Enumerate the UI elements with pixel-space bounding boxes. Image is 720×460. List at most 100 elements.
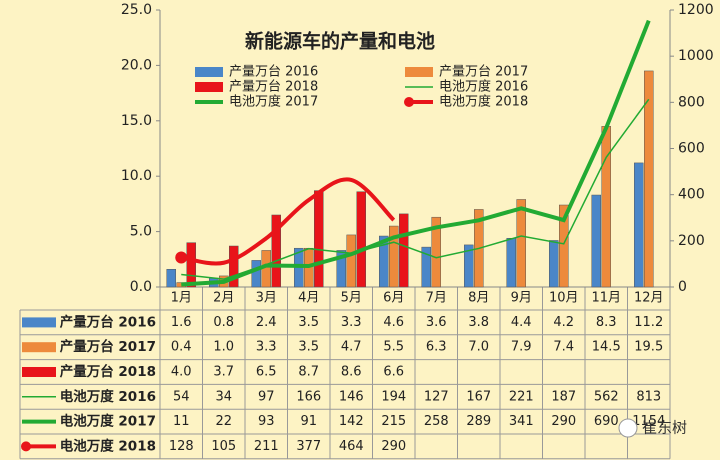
table-cell: 6.5 (256, 365, 277, 380)
y2-tick-label: 1000 (678, 48, 714, 64)
y-tick-label: 25.0 (121, 2, 152, 18)
legend-swatch (22, 317, 56, 328)
bar (356, 191, 366, 288)
y-tick-label: 0.0 (130, 279, 152, 295)
bar (346, 234, 356, 288)
table-cell: 562 (594, 389, 619, 404)
table-cell: 127 (424, 389, 449, 404)
bar (644, 70, 654, 288)
table-cell: 8.7 (298, 365, 319, 380)
y2-tick-label: 800 (678, 94, 705, 110)
table-cell: 14.5 (592, 340, 621, 355)
table-cell: 34 (215, 389, 232, 404)
table-cell: 3.5 (298, 340, 319, 355)
table-cell: 166 (296, 389, 321, 404)
y2-tick-label: 600 (678, 141, 705, 157)
x-tick-label: 3月 (256, 291, 277, 306)
watermark: 崔东树 (642, 419, 687, 437)
table-cell: 22 (215, 414, 232, 429)
legend-label: 电池万度 2017 (229, 94, 318, 110)
table-cell: 3.3 (341, 315, 362, 330)
bar (389, 225, 399, 288)
table-cell: 167 (466, 389, 491, 404)
row-header: 电池万度 2018 (60, 437, 156, 454)
legend-label: 电池万度 2016 (439, 79, 528, 95)
row-header: 产量万台 2018 (60, 363, 156, 380)
table-cell: 8.6 (341, 365, 362, 380)
y-tick-label: 5.0 (130, 224, 152, 240)
table-cell: 194 (381, 389, 406, 404)
x-tick-label: 8月 (468, 291, 489, 306)
x-tick-label: 11月 (591, 291, 621, 306)
y-tick-label: 10.0 (121, 168, 152, 184)
table-cell: 6.3 (426, 340, 447, 355)
table-cell: 11.2 (634, 315, 663, 330)
table-cell: 105 (211, 439, 236, 454)
bar (314, 190, 324, 288)
table-cell: 0.4 (171, 340, 192, 355)
row-header: 电池万度 2017 (60, 413, 156, 430)
legend-swatch (195, 67, 223, 77)
bar (186, 242, 196, 288)
y2-tick-label: 200 (678, 233, 705, 249)
x-tick-label: 6月 (383, 291, 404, 306)
legend-swatch (22, 367, 56, 377)
table-cell: 215 (381, 414, 406, 429)
table-cell: 3.6 (426, 315, 447, 330)
table-cell: 4.2 (553, 315, 574, 330)
table-cell: 464 (339, 439, 364, 454)
table-cell: 187 (551, 389, 576, 404)
bar (516, 199, 526, 288)
x-tick-label: 5月 (341, 291, 362, 306)
bar (431, 216, 441, 288)
table-cell: 128 (169, 439, 194, 454)
table-cell: 813 (636, 389, 661, 404)
legend-label: 产量万台 2016 (229, 65, 318, 80)
table-cell: 8.3 (596, 315, 617, 330)
table-cell: 1.6 (171, 315, 192, 330)
chart-title: 新能源车的产量和电池 (245, 30, 435, 53)
table-cell: 3.7 (213, 365, 234, 380)
table-cell: 4.7 (341, 340, 362, 355)
line (181, 19, 651, 287)
table-cell: 4.6 (383, 315, 404, 330)
bar (229, 245, 239, 288)
table-cell: 377 (296, 439, 321, 454)
y2-tick-label: 400 (678, 187, 705, 203)
bar (379, 235, 389, 288)
bar (166, 269, 176, 288)
bar (336, 250, 346, 288)
bar (634, 162, 644, 288)
table-cell: 258 (424, 414, 449, 429)
table-cell: 7.9 (511, 340, 532, 355)
bar (464, 244, 474, 288)
table-cell: 221 (509, 389, 534, 404)
legend-marker (21, 441, 31, 452)
y-tick-label: 20.0 (121, 57, 152, 73)
table-cell: 146 (339, 389, 364, 404)
row-header: 产量万台 2016 (60, 313, 156, 330)
legend-swatch (195, 82, 223, 92)
bar (399, 213, 409, 288)
table-cell: 93 (258, 414, 275, 429)
table-cell: 6.6 (383, 365, 404, 380)
y2-tick-label: 1200 (678, 2, 714, 18)
bar (591, 194, 601, 288)
y-tick-label: 15.0 (121, 113, 152, 129)
table-cell: 1154 (632, 414, 665, 429)
table-cell: 4.0 (171, 365, 192, 380)
legend-label: 电池万度 2018 (439, 94, 528, 110)
legend-label: 产量万台 2018 (229, 80, 318, 95)
bar (601, 126, 611, 288)
table-cell: 3.8 (468, 315, 489, 330)
bar (506, 237, 516, 288)
table-cell: 142 (339, 414, 364, 429)
table-cell: 4.4 (511, 315, 532, 330)
table-cell: 0.8 (213, 315, 234, 330)
table-cell: 341 (509, 414, 534, 429)
x-tick-label: 10月 (549, 291, 579, 306)
row-header: 电池万度 2016 (60, 388, 156, 405)
x-tick-label: 12月 (634, 291, 664, 306)
x-tick-label: 1月 (171, 291, 192, 306)
table-cell: 211 (254, 439, 279, 454)
